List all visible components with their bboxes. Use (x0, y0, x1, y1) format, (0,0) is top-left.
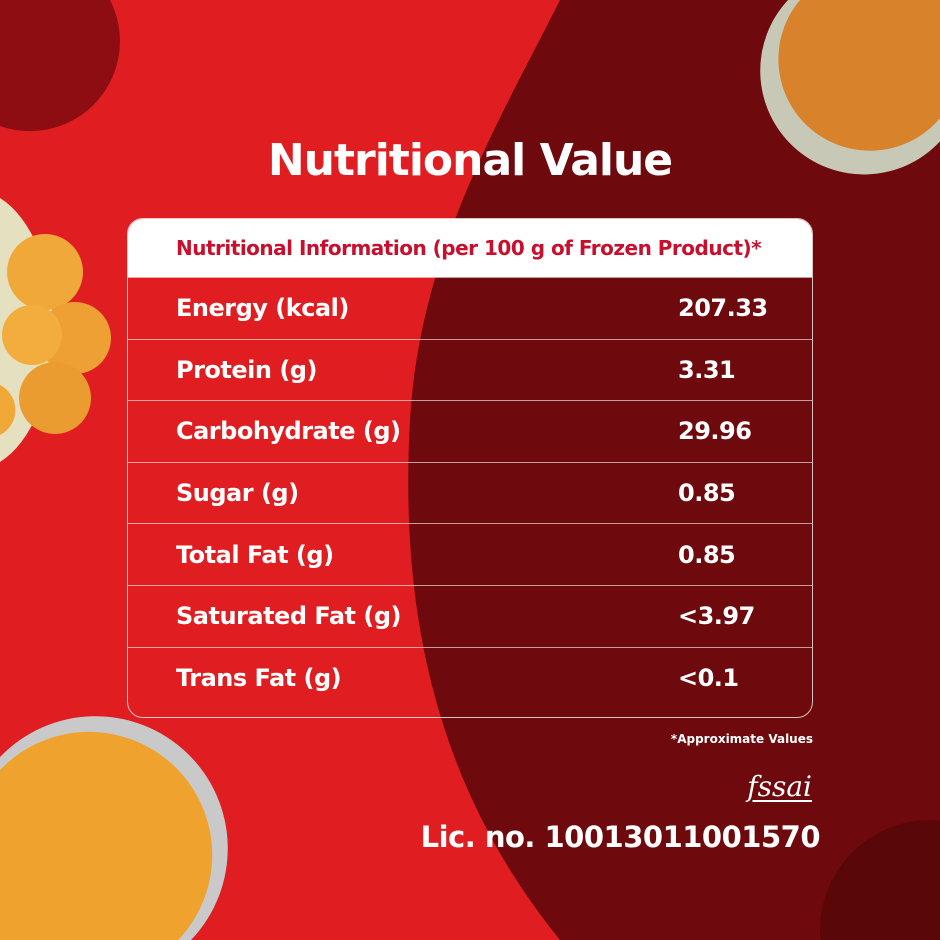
row-label: Protein (g) (176, 355, 317, 384)
row-value: 0.85 (678, 540, 736, 569)
smiley-snacks-bowl-icon (0, 198, 111, 462)
row-label: Carbohydrate (g) (176, 417, 401, 446)
row-label: Sugar (g) (176, 479, 299, 508)
page-title: Nutritional Value (267, 135, 673, 186)
footnote: *Approximate Values (670, 732, 813, 746)
table-row: Total Fat (g) 0.85 (128, 523, 812, 585)
table-header: Nutritional Information (per 100 g of Fr… (128, 219, 812, 277)
row-label: Saturated Fat (g) (176, 602, 401, 631)
row-value: <0.1 (678, 663, 739, 692)
table-row: Energy (kcal) 207.33 (128, 277, 812, 339)
row-label: Energy (kcal) (176, 294, 349, 323)
table-row: Carbohydrate (g) 29.96 (128, 400, 812, 462)
row-label: Trans Fat (g) (176, 663, 342, 692)
fssai-logo: fssai (747, 770, 812, 803)
fries-bowl-icon (0, 716, 228, 940)
corner-circle-bottom-right (820, 820, 940, 940)
row-value: 0.85 (678, 479, 736, 508)
row-value: 207.33 (678, 294, 768, 323)
row-label: Total Fat (g) (176, 540, 334, 569)
table-row: Protein (g) 3.31 (128, 338, 812, 401)
row-value: 3.31 (678, 355, 736, 384)
license-number: Lic. no. 10013011001570 (420, 820, 821, 854)
nutrition-table: Nutritional Information (per 100 g of Fr… (127, 218, 813, 718)
corner-circle-top-left (0, 0, 120, 132)
table-row: Trans Fat (g) <0.1 (128, 646, 812, 709)
table-row: Sugar (g) 0.85 (128, 461, 812, 524)
row-value: 29.96 (678, 417, 752, 446)
row-value: <3.97 (678, 602, 755, 631)
potato-bites-bowl-icon (760, 0, 940, 175)
table-row: Saturated Fat (g) <3.97 (128, 584, 812, 647)
